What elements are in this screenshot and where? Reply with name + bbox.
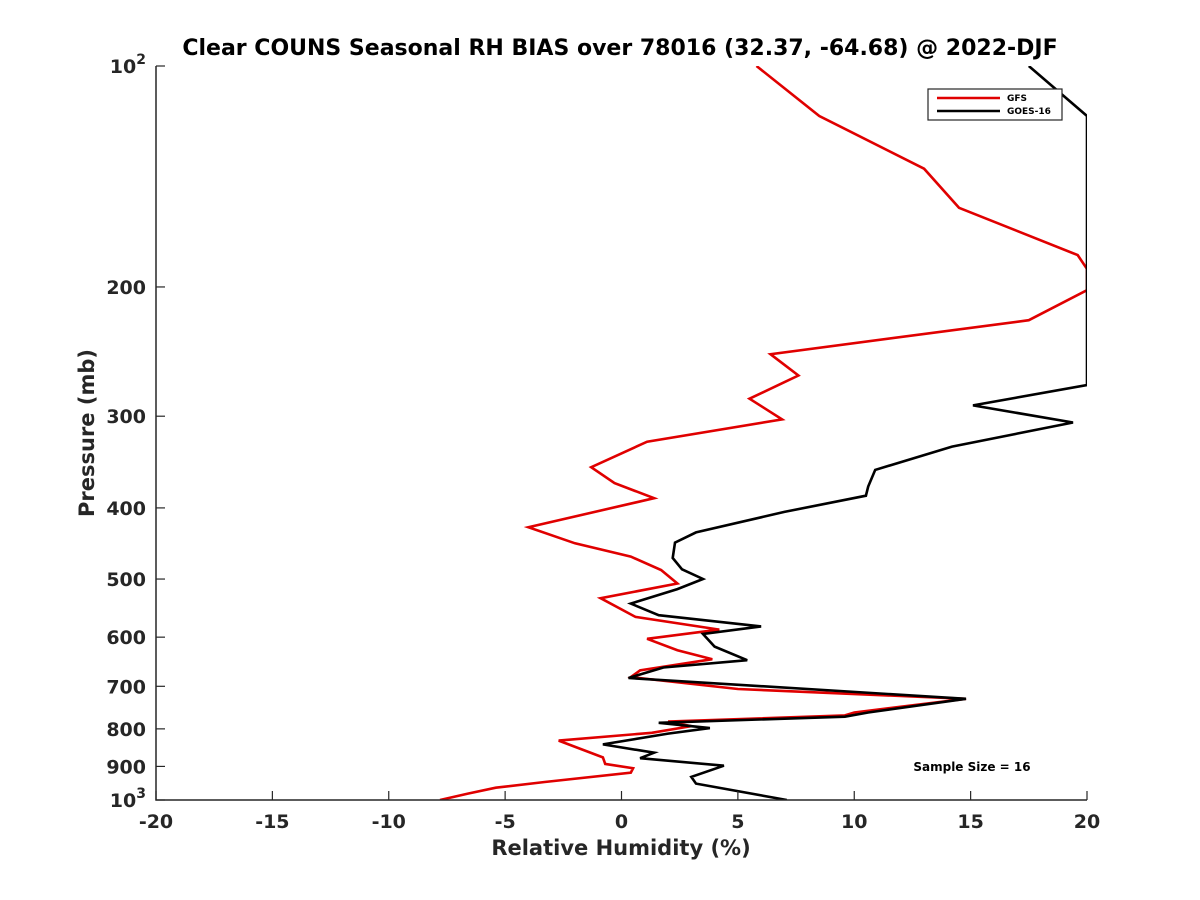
y-tick-label: 200 [106, 277, 146, 299]
y-tick-base: 10 [110, 56, 136, 78]
x-tick-label: -20 [139, 811, 173, 833]
legend-label: GFS [1007, 94, 1027, 104]
x-tick-label: 20 [1074, 811, 1100, 833]
y-tick-label: 102 [110, 52, 146, 78]
x-tick-label: 5 [731, 811, 744, 833]
series-layer [439, 66, 1087, 800]
legend-box [927, 88, 1063, 121]
y-tick-label: 400 [106, 498, 146, 520]
x-tick-label: 0 [615, 811, 628, 833]
y-tick-label: 300 [106, 406, 146, 428]
y-axis-label: Pressure (mb) [75, 349, 99, 517]
axes-layer [155, 66, 1087, 801]
x-tick-label: -15 [255, 811, 289, 833]
x-tick-label: 15 [957, 811, 983, 833]
axes-frame [155, 66, 1087, 801]
x-axis-ticks: -20 -15 -10 -5 0 5 10 15 20 [139, 791, 1100, 833]
y-tick-exponent: 2 [136, 52, 146, 68]
legend-label: GOES-16 [1007, 107, 1051, 117]
y-tick-label: 700 [106, 676, 146, 698]
y-tick-label: 900 [106, 756, 146, 778]
x-tick-label: -10 [372, 811, 406, 833]
series-line-goes-16 [602, 66, 1087, 800]
x-axis-label: Relative Humidity (%) [491, 836, 750, 860]
y-tick-exponent: 3 [136, 786, 146, 802]
chart-title: Clear COUNS Seasonal RH BIAS over 78016 … [182, 36, 1057, 61]
y-tick-label: 103 [110, 786, 146, 812]
legend: GFS GOES-16 [927, 88, 1063, 121]
series-line-gfs [439, 66, 1087, 800]
x-tick-label: -5 [495, 811, 516, 833]
sample-size-annotation: Sample Size = 16 [913, 760, 1030, 774]
x-tick-label: 10 [841, 811, 867, 833]
y-tick-label: 500 [106, 569, 146, 591]
y-tick-base: 10 [110, 790, 136, 812]
y-tick-label: 800 [106, 719, 146, 741]
y-tick-label: 600 [106, 627, 146, 649]
